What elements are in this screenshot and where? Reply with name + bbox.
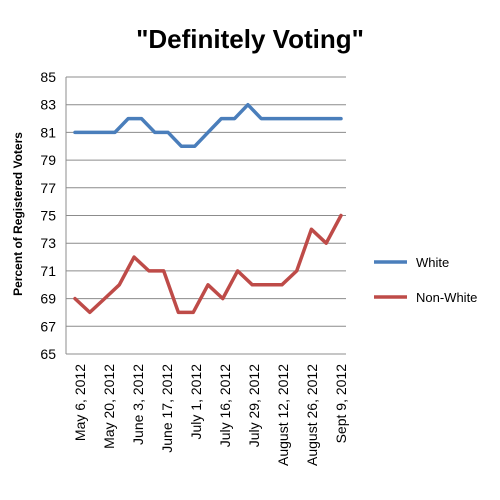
y-tick-labels: 65 67 69 71 73 75 77 79 81 83 85 xyxy=(40,69,56,362)
x-tick-label: August 12, 2012 xyxy=(275,364,291,466)
y-tick-label: 71 xyxy=(40,263,56,279)
x-tick-label: Sept 9, 2012 xyxy=(333,364,349,444)
x-tick-label: June 17, 2012 xyxy=(159,364,175,453)
x-tick-label: July 29, 2012 xyxy=(246,364,262,447)
y-tick-label: 79 xyxy=(40,152,56,168)
y-tick-label: 67 xyxy=(40,318,56,334)
x-tick-label: May 6, 2012 xyxy=(72,364,88,441)
y-tick-label: 81 xyxy=(40,124,56,140)
y-tick-label: 83 xyxy=(40,97,56,113)
axes xyxy=(65,77,346,355)
y-tick-label: 85 xyxy=(40,69,56,85)
x-tick-label: July 16, 2012 xyxy=(217,364,233,447)
series-line-non-white xyxy=(73,213,343,315)
y-tick-label: 75 xyxy=(40,208,56,224)
x-tick-label: August 26, 2012 xyxy=(304,364,320,466)
y-axis-label: Percent of Registered Voters xyxy=(11,132,25,296)
x-tick-label: May 20, 2012 xyxy=(101,364,117,449)
y-tick-label: 69 xyxy=(40,291,56,307)
y-tick-label: 65 xyxy=(40,346,56,362)
series-line-white xyxy=(73,102,343,149)
y-tick-label: 77 xyxy=(40,180,56,196)
x-tick-label: July 1, 2012 xyxy=(188,364,204,440)
legend: White Non-White xyxy=(374,255,477,305)
y-tick-label: 73 xyxy=(40,235,56,251)
x-tick-label: June 3, 2012 xyxy=(130,364,146,445)
x-tick-labels: May 6, 2012 May 20, 2012 June 3, 2012 June … xyxy=(72,364,349,466)
legend-label: White xyxy=(416,255,449,270)
legend-label: Non-White xyxy=(416,290,477,305)
chart-title: "Definitely Voting" xyxy=(136,24,364,54)
series-lines xyxy=(73,102,343,315)
